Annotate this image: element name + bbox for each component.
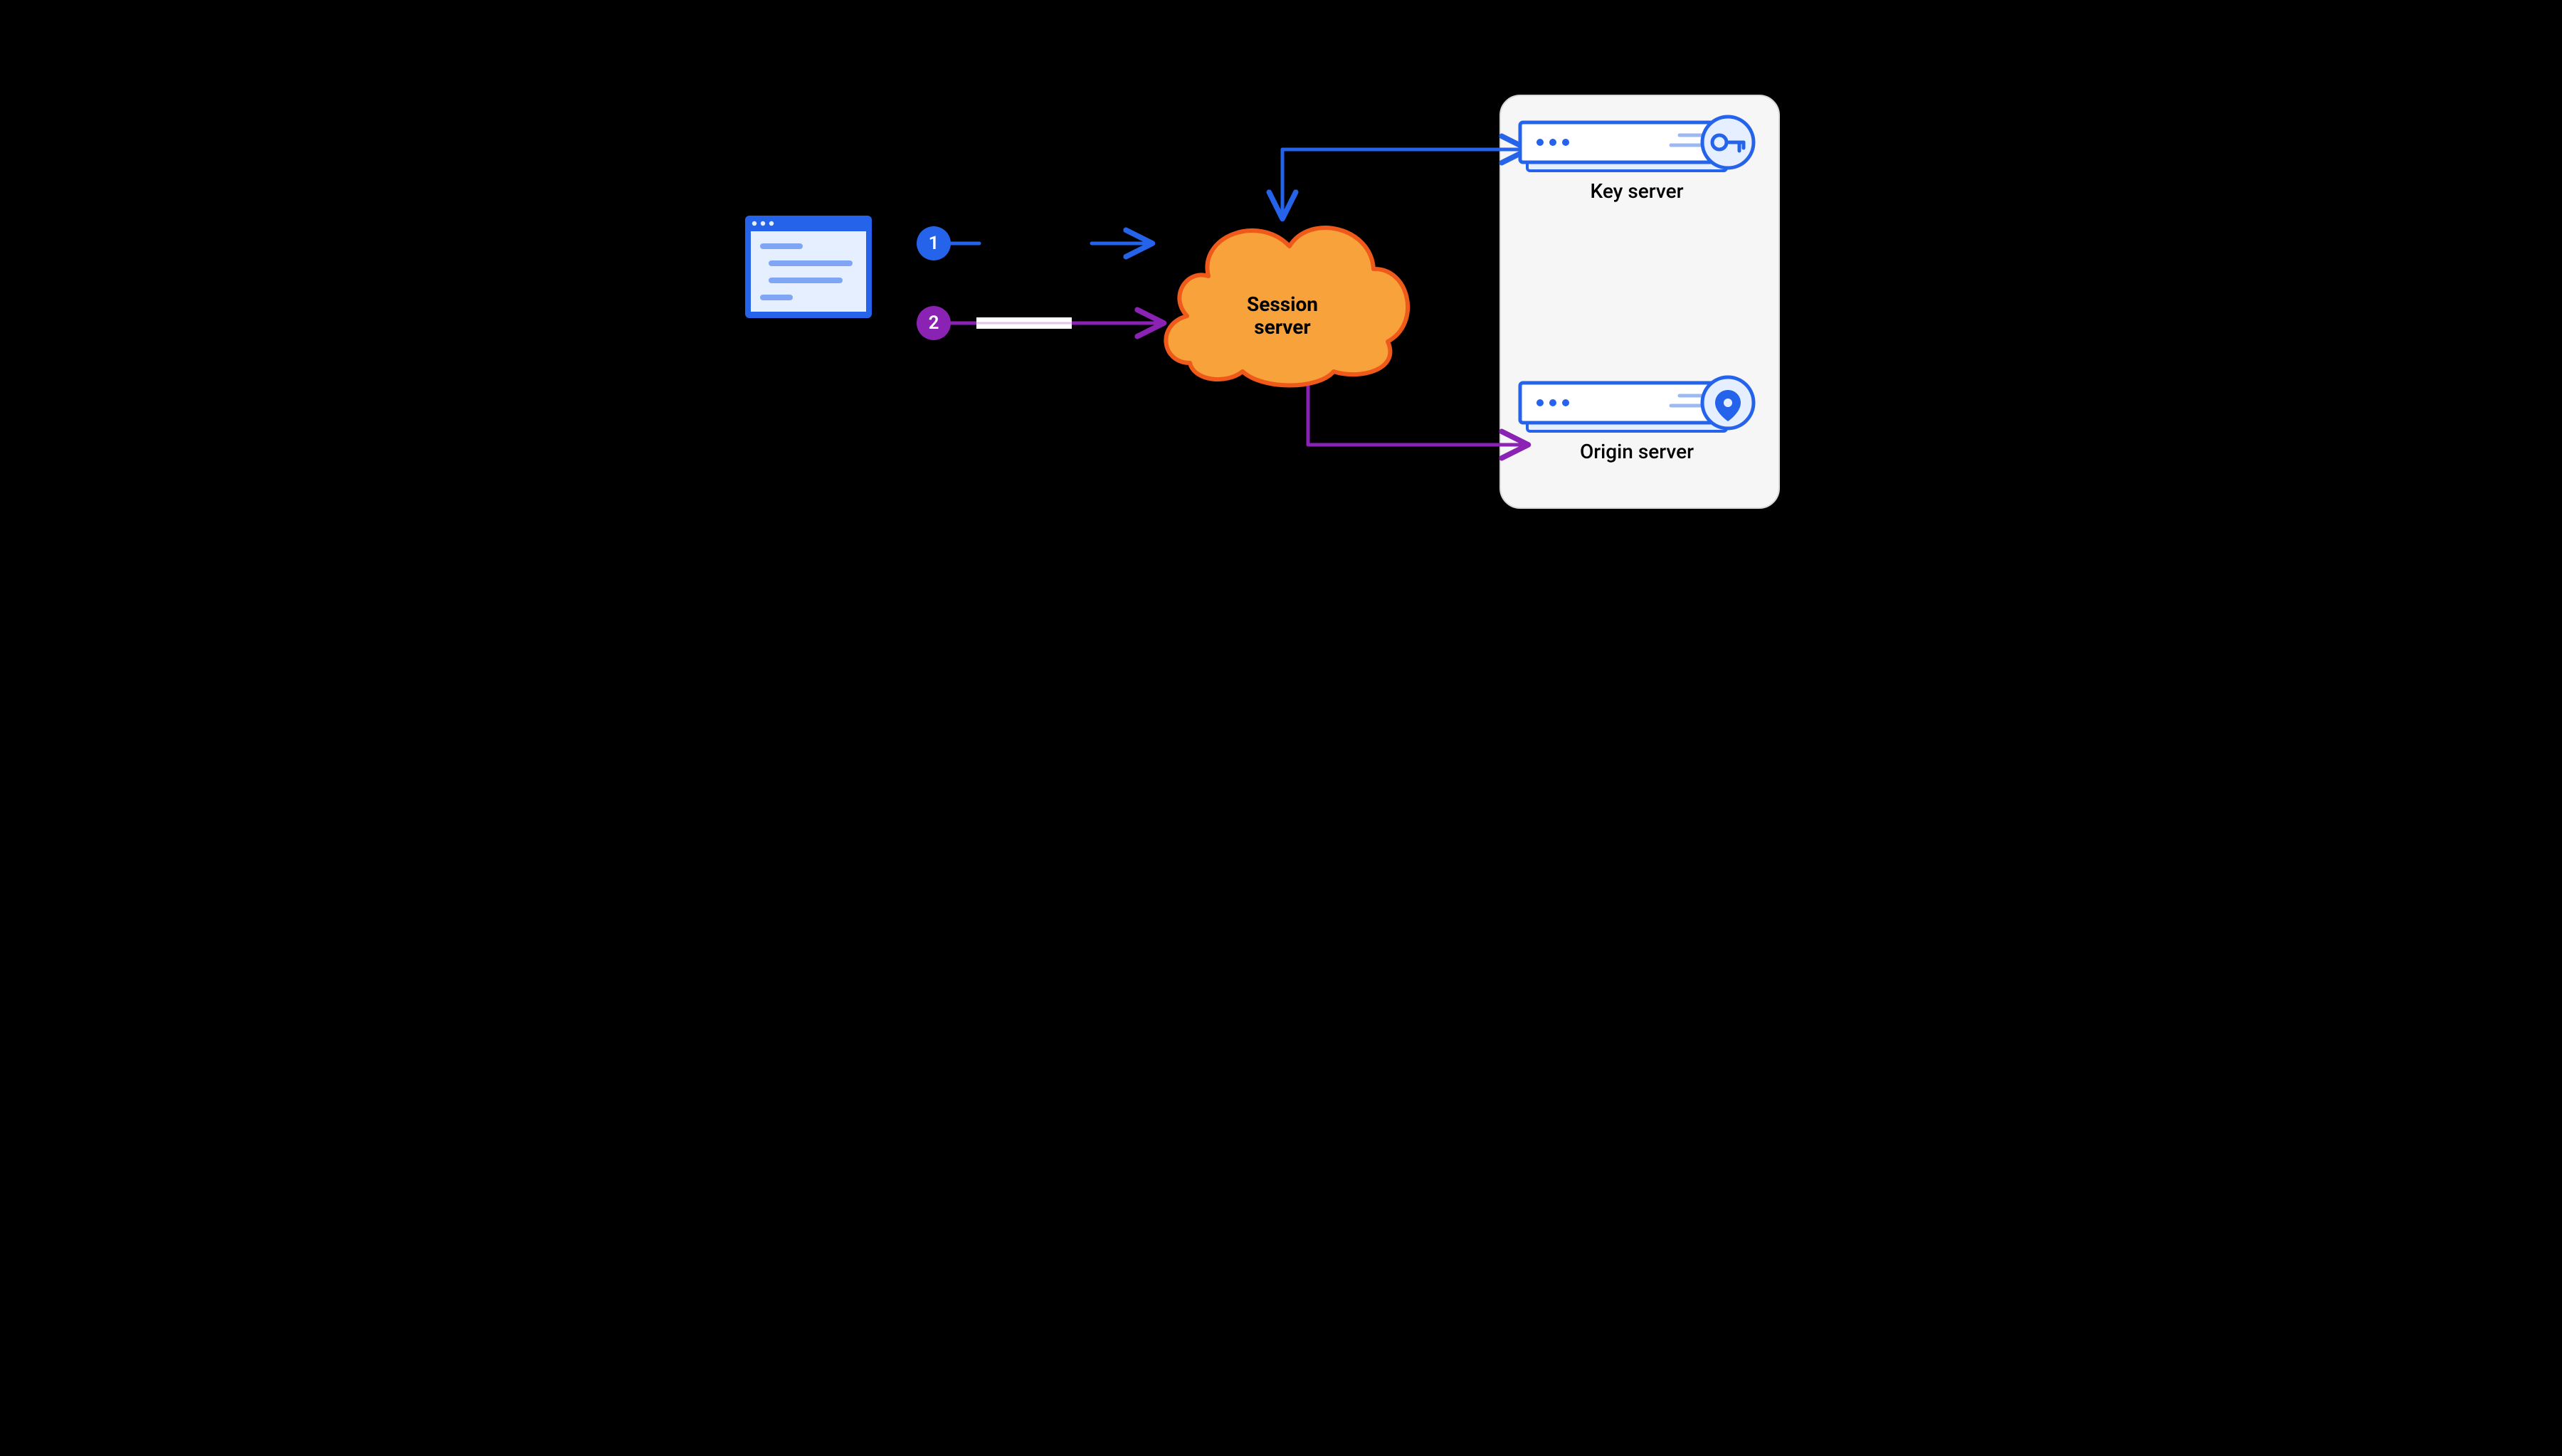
edge-cloud-to-origin bbox=[1308, 370, 1523, 445]
client-browser-icon bbox=[745, 216, 872, 318]
step-badge-1-label: 1 bbox=[929, 233, 939, 254]
step-badge-2: 2 bbox=[917, 306, 951, 340]
step-badge-2-label: 2 bbox=[929, 312, 939, 334]
key-server-label: Key server bbox=[1537, 179, 1736, 203]
key-server-icon bbox=[1520, 117, 1754, 171]
origin-server-label: Origin server bbox=[1537, 440, 1736, 463]
session-cloud-label: Session server bbox=[1211, 293, 1354, 339]
edge-cloud-to-key bbox=[1282, 149, 1523, 213]
step-badge-1: 1 bbox=[917, 226, 951, 260]
cloud-label-line1: Session bbox=[1211, 293, 1354, 316]
edge-key-return bbox=[1282, 149, 1523, 213]
diagram-stage: 1 2 Session server Key server Origin ser… bbox=[734, 0, 1828, 588]
cloud-label-line2: server bbox=[1211, 316, 1354, 339]
origin-server-icon bbox=[1520, 377, 1754, 431]
